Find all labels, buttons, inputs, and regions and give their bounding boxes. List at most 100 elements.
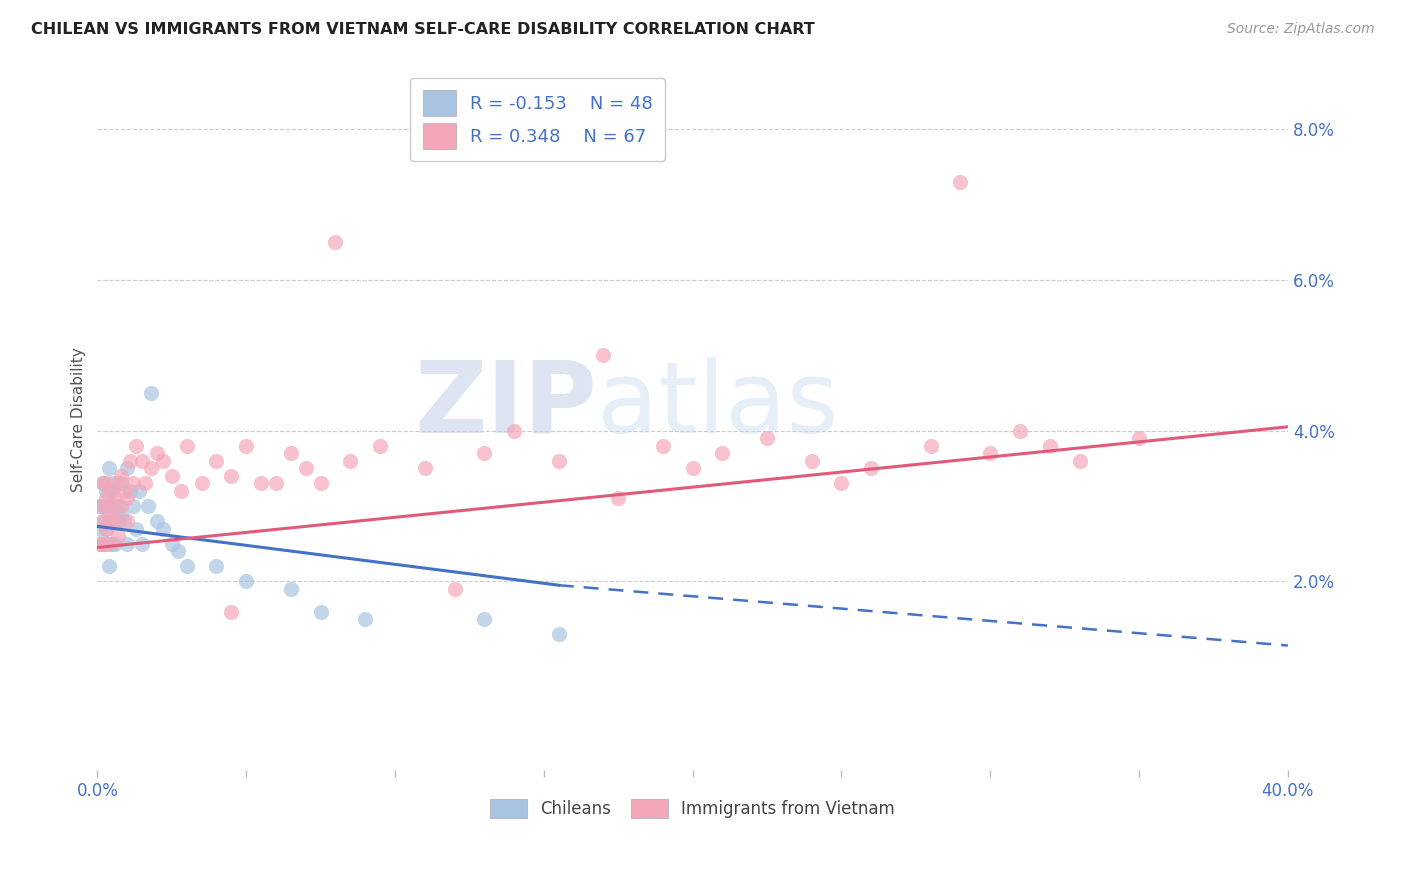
Point	[91, 476, 114, 491]
Point	[503, 424, 526, 438]
Point	[122, 499, 145, 513]
Point	[280, 446, 302, 460]
Point	[682, 461, 704, 475]
Point	[830, 476, 852, 491]
Point	[101, 483, 124, 498]
Y-axis label: Self-Care Disability: Self-Care Disability	[72, 347, 86, 491]
Point	[98, 499, 121, 513]
Point	[96, 491, 118, 506]
Point	[125, 439, 148, 453]
Point	[91, 476, 114, 491]
Point	[115, 491, 138, 506]
Point	[1128, 431, 1150, 445]
Text: Source: ZipAtlas.com: Source: ZipAtlas.com	[1227, 22, 1375, 37]
Point	[1069, 454, 1091, 468]
Point	[264, 476, 287, 491]
Text: ZIP: ZIP	[415, 357, 598, 454]
Point	[96, 522, 118, 536]
Point	[309, 605, 332, 619]
Point	[547, 454, 569, 468]
Point	[110, 507, 132, 521]
Point	[107, 476, 129, 491]
Point	[860, 461, 883, 475]
Point	[91, 537, 114, 551]
Point	[979, 446, 1001, 460]
Point	[122, 476, 145, 491]
Point	[98, 514, 121, 528]
Point	[104, 499, 127, 513]
Point	[104, 514, 127, 528]
Point	[115, 537, 138, 551]
Point	[104, 491, 127, 506]
Point	[91, 537, 114, 551]
Point	[472, 612, 495, 626]
Point	[547, 627, 569, 641]
Point	[325, 235, 347, 249]
Point	[107, 514, 129, 528]
Point	[1039, 439, 1062, 453]
Point	[190, 476, 212, 491]
Point	[139, 461, 162, 475]
Point	[128, 483, 150, 498]
Point	[443, 582, 465, 596]
Point	[152, 522, 174, 536]
Point	[235, 439, 257, 453]
Point	[136, 499, 159, 513]
Point	[592, 348, 614, 362]
Legend: Chileans, Immigrants from Vietnam: Chileans, Immigrants from Vietnam	[484, 792, 901, 825]
Point	[368, 439, 391, 453]
Point	[146, 514, 169, 528]
Point	[472, 446, 495, 460]
Point	[91, 514, 114, 528]
Point	[176, 439, 198, 453]
Point	[221, 605, 243, 619]
Point	[89, 537, 111, 551]
Point	[112, 483, 135, 498]
Point	[205, 559, 228, 574]
Point	[339, 454, 361, 468]
Point	[91, 499, 114, 513]
Point	[800, 454, 823, 468]
Point	[101, 514, 124, 528]
Point	[756, 431, 779, 445]
Point	[89, 522, 111, 536]
Text: atlas: atlas	[598, 357, 839, 454]
Point	[280, 582, 302, 596]
Point	[170, 483, 193, 498]
Point	[160, 468, 183, 483]
Point	[294, 461, 316, 475]
Point	[160, 537, 183, 551]
Point	[413, 461, 436, 475]
Point	[250, 476, 273, 491]
Point	[134, 476, 156, 491]
Point	[920, 439, 942, 453]
Point	[98, 483, 121, 498]
Point	[96, 483, 118, 498]
Point	[949, 175, 972, 189]
Point	[101, 537, 124, 551]
Point	[120, 454, 142, 468]
Point	[131, 454, 153, 468]
Point	[96, 499, 118, 513]
Point	[101, 507, 124, 521]
Point	[98, 514, 121, 528]
Point	[354, 612, 377, 626]
Point	[107, 499, 129, 513]
Point	[651, 439, 673, 453]
Point	[309, 476, 332, 491]
Point	[89, 499, 111, 513]
Point	[112, 514, 135, 528]
Point	[176, 559, 198, 574]
Point	[98, 559, 121, 574]
Point	[146, 446, 169, 460]
Point	[235, 574, 257, 589]
Point	[101, 499, 124, 513]
Point	[125, 522, 148, 536]
Point	[607, 491, 630, 506]
Point	[139, 385, 162, 400]
Point	[221, 468, 243, 483]
Point	[711, 446, 734, 460]
Point	[205, 454, 228, 468]
Point	[104, 514, 127, 528]
Point	[110, 468, 132, 483]
